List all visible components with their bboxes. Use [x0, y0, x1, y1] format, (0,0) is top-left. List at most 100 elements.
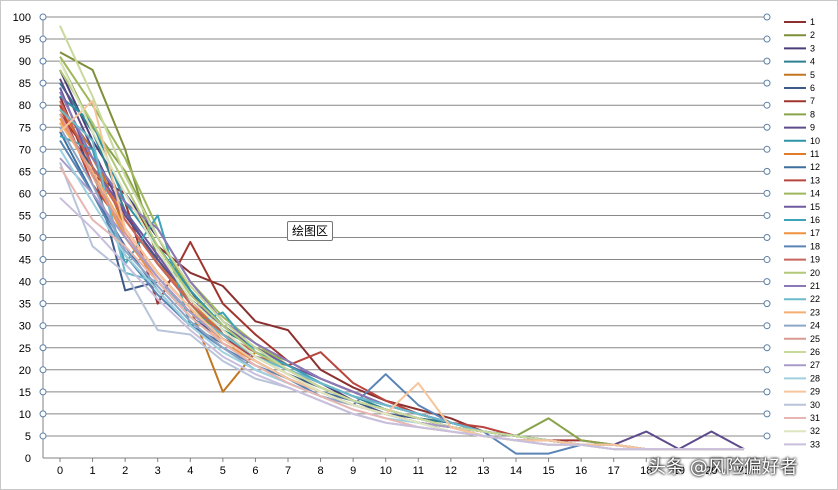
x-tick-label: 19 — [673, 465, 685, 477]
y-tick-label: 80 — [19, 100, 31, 112]
resize-handle[interactable] — [763, 35, 771, 43]
y-tick-label: 100 — [13, 12, 31, 24]
resize-handle[interactable] — [763, 410, 771, 418]
resize-handle[interactable] — [763, 366, 771, 374]
legend-label-1: 1 — [810, 17, 815, 27]
series-line-33 — [59, 197, 744, 451]
y-tick-label: 0 — [25, 453, 31, 465]
resize-handle[interactable] — [763, 234, 771, 241]
plot-area-handles[interactable] — [39, 13, 771, 440]
legend-label-22: 22 — [810, 294, 820, 304]
legend-label-12: 12 — [810, 162, 820, 172]
y-tick-label: 15 — [19, 387, 31, 399]
x-tick-label: 18 — [640, 465, 652, 477]
resize-handle[interactable] — [763, 145, 771, 153]
legend-label-25: 25 — [810, 334, 820, 344]
resize-handle[interactable] — [39, 13, 47, 21]
y-tick-label: 95 — [19, 34, 31, 46]
legend-label-11: 11 — [810, 149, 819, 159]
x-tick-label: 1 — [90, 465, 96, 477]
resize-handle[interactable] — [763, 123, 771, 131]
x-tick-label: 5 — [220, 465, 226, 477]
resize-handle[interactable] — [39, 35, 47, 43]
y-tick-label: 70 — [19, 144, 31, 156]
x-tick-label: 0 — [57, 465, 63, 477]
resize-handle[interactable] — [763, 101, 771, 109]
resize-handle[interactable] — [39, 388, 47, 396]
resize-handle[interactable] — [763, 278, 771, 286]
resize-handle[interactable] — [763, 256, 771, 264]
x-tick-label: 3 — [155, 465, 161, 477]
resize-handle[interactable] — [39, 79, 47, 87]
legend-label-26: 26 — [810, 347, 820, 357]
x-tick-label: 10 — [380, 465, 392, 477]
legend-label-17: 17 — [810, 228, 820, 238]
resize-handle[interactable] — [763, 79, 771, 87]
x-tick-label: 16 — [575, 465, 587, 477]
legend-label-21: 21 — [810, 281, 820, 291]
legend-label-29: 29 — [810, 387, 820, 397]
axes: 0510152025303540455055606570758085909510… — [13, 12, 750, 477]
resize-handle[interactable] — [39, 366, 47, 374]
resize-handle[interactable] — [763, 388, 771, 396]
legend-label-16: 16 — [810, 215, 820, 225]
resize-handle[interactable] — [763, 189, 771, 197]
x-tick-label: 11 — [413, 465, 424, 477]
x-tick-label: 7 — [285, 465, 291, 477]
resize-handle[interactable] — [39, 123, 47, 131]
resize-handle[interactable] — [763, 57, 771, 65]
legend-label-18: 18 — [810, 241, 820, 251]
legend-label-23: 23 — [810, 307, 820, 317]
legend-label-33: 33 — [810, 439, 820, 449]
resize-handle[interactable] — [39, 189, 47, 197]
legend-label-4: 4 — [810, 57, 815, 67]
resize-handle[interactable] — [39, 432, 47, 440]
resize-handle[interactable] — [763, 432, 771, 440]
x-tick-label: 8 — [318, 465, 324, 477]
resize-handle[interactable] — [39, 145, 47, 153]
resize-handle[interactable] — [39, 322, 47, 330]
resize-handle[interactable] — [763, 211, 771, 219]
legend-label-13: 13 — [810, 175, 820, 185]
y-tick-label: 75 — [19, 122, 31, 134]
plot-area-tooltip: 绘图区 — [287, 221, 334, 241]
series-line-29 — [59, 99, 744, 451]
legend-label-2: 2 — [810, 30, 815, 40]
legend-label-14: 14 — [810, 189, 820, 199]
y-tick-label: 5 — [25, 431, 31, 443]
legend-label-6: 6 — [810, 83, 815, 93]
resize-handle[interactable] — [763, 300, 771, 308]
resize-handle[interactable] — [763, 13, 771, 21]
legend-label-15: 15 — [810, 202, 820, 212]
legend-label-7: 7 — [810, 96, 815, 106]
x-tick-label: 17 — [608, 465, 620, 477]
resize-handle[interactable] — [763, 167, 771, 175]
resize-handle[interactable] — [39, 278, 47, 286]
legend-label-32: 32 — [810, 426, 820, 436]
legend-label-8: 8 — [810, 109, 815, 119]
y-tick-label: 45 — [19, 255, 31, 267]
watermark-text: 头条 @风险偏好者 — [648, 457, 798, 478]
resize-handle[interactable] — [39, 410, 47, 418]
legend[interactable]: 1234567891011121314151617181920212223242… — [784, 17, 820, 449]
y-tick-label: 40 — [19, 277, 31, 289]
x-tick-label: 21 — [738, 465, 750, 477]
resize-handle[interactable] — [39, 211, 47, 219]
resize-handle[interactable] — [39, 167, 47, 175]
resize-handle[interactable] — [39, 57, 47, 65]
resize-handle[interactable] — [39, 101, 47, 109]
x-tick-label: 2 — [122, 465, 128, 477]
y-tick-label: 10 — [19, 409, 31, 421]
legend-label-19: 19 — [810, 255, 820, 265]
x-tick-label: 6 — [252, 465, 258, 477]
resize-handle[interactable] — [39, 234, 47, 241]
resize-handle[interactable] — [39, 344, 47, 352]
resize-handle[interactable] — [39, 256, 47, 264]
resize-handle[interactable] — [763, 322, 771, 330]
resize-handle[interactable] — [39, 300, 47, 308]
y-tick-label: 60 — [19, 188, 31, 200]
resize-handle[interactable] — [763, 344, 771, 352]
